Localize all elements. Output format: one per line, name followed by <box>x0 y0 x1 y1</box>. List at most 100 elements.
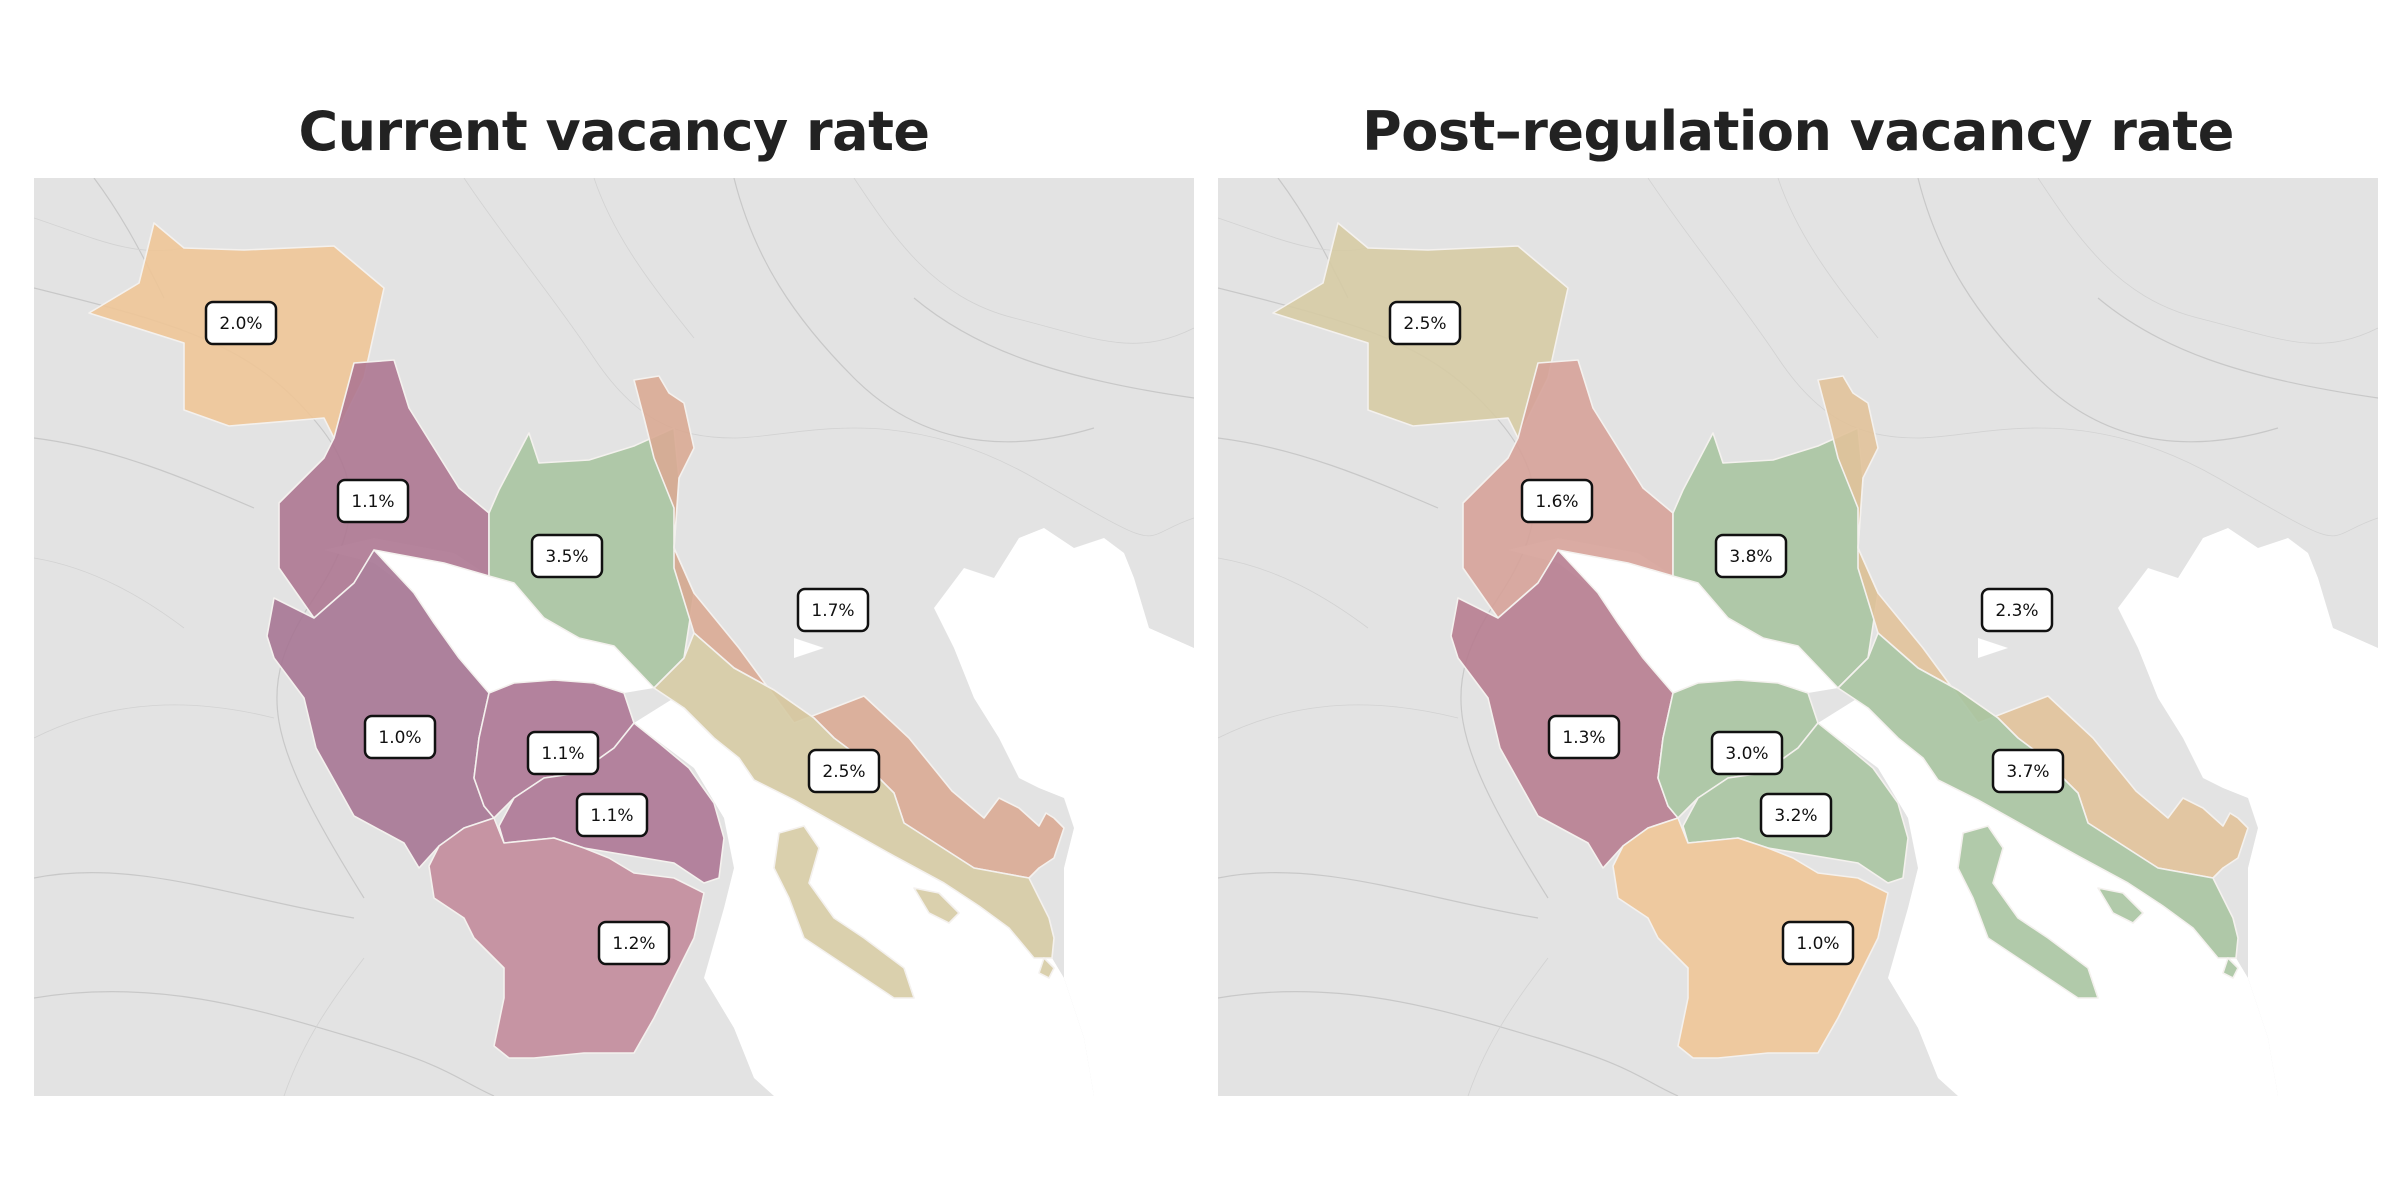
vacancy-rate-text: 2.0% <box>219 314 262 334</box>
label-box <box>530 533 604 579</box>
road-line <box>1917 178 2279 443</box>
panel-title: Post–regulation vacancy rate <box>1362 100 2234 163</box>
island <box>2097 887 2144 924</box>
label-box <box>336 478 410 524</box>
road-line <box>1218 557 1369 629</box>
label-box <box>597 920 671 966</box>
map-post-regulation: 2.5% 1.6% 3.8% 2.3% 1.3% 3.0% 3.2% 3.7% 1.0% <box>1218 178 2378 1096</box>
water-body <box>794 638 824 658</box>
road-line <box>853 178 1194 344</box>
district-label-west-upper: 1.6% <box>1520 478 1594 524</box>
road-line <box>1467 957 1549 1096</box>
vacancy-rate-text: 3.2% <box>1774 806 1817 826</box>
panel-title: Current vacancy rate <box>298 100 930 163</box>
water-body <box>2118 528 2378 1096</box>
district-label-southwest: 1.3% <box>1547 714 1621 760</box>
vacancy-rate-text: 1.6% <box>1535 492 1578 512</box>
vacancy-rate-text: 3.0% <box>1725 744 1768 764</box>
label-box <box>1547 714 1621 760</box>
label-box <box>526 730 600 776</box>
road-line <box>1777 178 1879 339</box>
choropleth-map: 2.5% 1.6% 3.8% 2.3% 1.3% 3.0% 3.2% 3.7% 1.0% <box>1218 178 2378 1096</box>
road-line <box>733 178 1095 443</box>
water-body <box>934 528 1194 1096</box>
district-label-north-central: 3.8% <box>1714 533 1788 579</box>
label-box <box>1781 920 1855 966</box>
label-box <box>204 300 278 346</box>
district-label-northwest: 2.5% <box>1388 300 1462 346</box>
label-box <box>1759 792 1833 838</box>
district-label-peninsula-north: 3.0% <box>1710 730 1784 776</box>
water-body <box>634 698 1094 1096</box>
label-box <box>1520 478 1594 524</box>
road-line <box>463 178 1194 537</box>
water-body <box>324 538 654 693</box>
road-line <box>2037 178 2378 344</box>
road-line <box>34 557 185 629</box>
panel-post-regulation: Post–regulation vacancy rate 2.5% 1.6% 3.8… <box>1218 0 2378 1200</box>
district-label-peninsula-north: 1.1% <box>526 730 600 776</box>
water-body <box>1818 698 2278 1096</box>
district-southeast-coast[interactable] <box>653 632 1055 959</box>
district-label-southeast-coast: 2.5% <box>807 748 881 794</box>
water-body <box>1508 538 1838 693</box>
district-label-north-central: 3.5% <box>530 533 604 579</box>
district-label-southeast-coast: 3.7% <box>1991 748 2065 794</box>
label-box <box>1710 730 1784 776</box>
label-box <box>575 792 649 838</box>
water-body <box>1978 638 2008 658</box>
label-box <box>796 587 870 633</box>
vacancy-rate-text: 1.2% <box>612 934 655 954</box>
vacancy-rate-text: 1.0% <box>1796 934 1839 954</box>
road-line <box>34 990 495 1096</box>
vacancy-rate-text: 1.7% <box>811 601 854 621</box>
island <box>2222 957 2239 979</box>
district-south[interactable] <box>1612 817 1889 1059</box>
road-line <box>1218 990 1679 1096</box>
label-box <box>807 748 881 794</box>
road-line <box>1218 704 1459 739</box>
district-label-peninsula-south: 1.1% <box>575 792 649 838</box>
island <box>1038 957 1055 979</box>
district-southeast-coast[interactable] <box>1837 632 2239 959</box>
vacancy-rate-text: 2.5% <box>822 762 865 782</box>
label-box <box>1714 533 1788 579</box>
choropleth-map: 2.0% 1.1% 3.5% 1.7% 1.0% 1.1% 1.1% 2.5% 1.2% <box>34 178 1194 1096</box>
vacancy-rate-text: 1.0% <box>378 728 421 748</box>
island <box>773 825 915 999</box>
vacancy-rate-text: 2.3% <box>1995 601 2038 621</box>
map-current: 2.0% 1.1% 3.5% 1.7% 1.0% 1.1% 1.1% 2.5% 1.2% <box>34 178 1194 1096</box>
district-label-south: 1.2% <box>597 920 671 966</box>
district-label-south: 1.0% <box>1781 920 1855 966</box>
vacancy-rate-text: 3.8% <box>1729 547 1772 567</box>
district-label-west-upper: 1.1% <box>336 478 410 524</box>
island <box>1957 825 2099 999</box>
district-label-east: 2.3% <box>1980 587 2054 633</box>
vacancy-rate-text: 1.1% <box>590 806 633 826</box>
vacancy-rate-text: 1.1% <box>351 492 394 512</box>
vacancy-rate-text: 1.1% <box>541 744 584 764</box>
road-line <box>1647 178 2378 537</box>
district-label-northwest: 2.0% <box>204 300 278 346</box>
vacancy-rate-text: 2.5% <box>1403 314 1446 334</box>
road-line <box>34 704 275 739</box>
road-line <box>1218 871 1539 919</box>
district-label-southwest: 1.0% <box>363 714 437 760</box>
district-label-peninsula-south: 3.2% <box>1759 792 1833 838</box>
label-box <box>363 714 437 760</box>
road-line <box>34 871 355 919</box>
road-line <box>913 297 1194 399</box>
label-box <box>1991 748 2065 794</box>
vacancy-rate-text: 1.3% <box>1562 728 1605 748</box>
panel-current: Current vacancy rate 2.0% 1.1% 3.5% 1.7% 1.0… <box>34 0 1194 1200</box>
label-box <box>1388 300 1462 346</box>
island <box>913 887 960 924</box>
label-box <box>1980 587 2054 633</box>
road-line <box>34 437 255 509</box>
road-line <box>283 957 365 1096</box>
vacancy-rate-text: 3.7% <box>2006 762 2049 782</box>
road-line <box>2097 297 2378 399</box>
district-south[interactable] <box>428 817 705 1059</box>
road-line <box>593 178 695 339</box>
road-line <box>1218 437 1439 509</box>
